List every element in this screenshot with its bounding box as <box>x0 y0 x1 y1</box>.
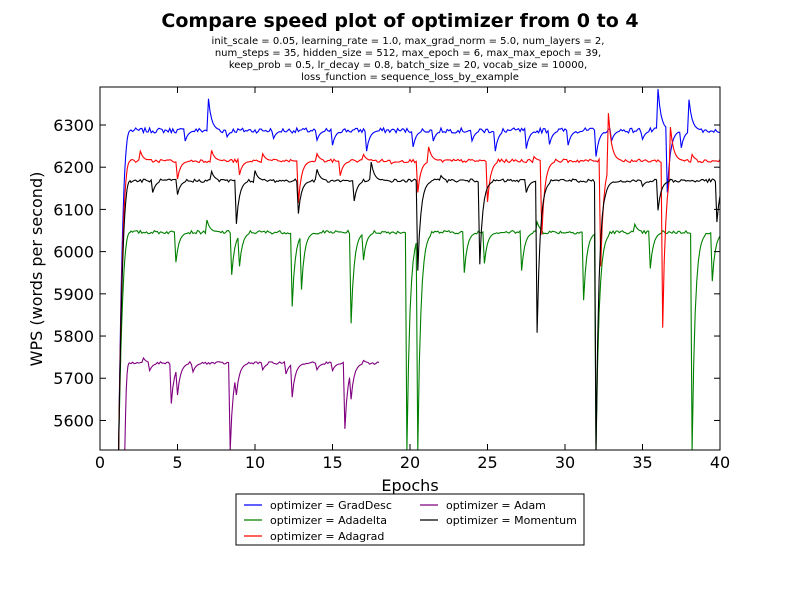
legend-label: optimizer = Momentum <box>446 514 577 527</box>
chart-subtitle-line-2: num_steps = 35, hidden_size = 512, max_e… <box>215 48 601 59</box>
y-tick-label: 5600 <box>53 411 94 430</box>
x-tick-label: 20 <box>400 453 420 472</box>
plot-frame <box>99 86 721 451</box>
y-tick-label: 5900 <box>53 285 94 304</box>
x-tick-label: 40 <box>710 453 730 472</box>
chart-subtitle-line-4: loss_function = sequence_loss_by_example <box>301 72 519 83</box>
x-tick-label: 25 <box>477 453 497 472</box>
tick-layer: 0 5 10 15 20 25 30 35 40 5600 5700 5800 5900 6000 6100… <box>53 87 730 472</box>
series-line-0 <box>118 89 720 450</box>
y-tick-label: 6200 <box>53 158 94 177</box>
chart-subtitle-line-3: keep_prob = 0.5, lr_decay = 0.8, batch_s… <box>229 60 587 71</box>
y-tick-label: 5800 <box>53 327 94 346</box>
legend-label: optimizer = Adagrad <box>270 530 384 543</box>
y-tick-label: 6300 <box>53 116 94 135</box>
x-tick-label: 0 <box>95 453 105 472</box>
x-tick-label: 30 <box>555 453 575 472</box>
y-tick-label: 6000 <box>53 243 94 262</box>
series-line-1 <box>118 219 720 450</box>
x-axis-label: Epochs <box>381 476 438 495</box>
x-tick-label: 15 <box>322 453 342 472</box>
series-line-4 <box>118 161 720 450</box>
series-line-2 <box>118 113 720 450</box>
x-tick-label: 35 <box>632 453 652 472</box>
legend-label: optimizer = GradDesc <box>270 499 392 512</box>
series-line-3 <box>124 356 380 450</box>
legend-label: optimizer = Adam <box>446 499 546 512</box>
y-axis-label: WPS (words per second) <box>27 172 46 367</box>
legend-label: optimizer = Adadelta <box>270 514 387 527</box>
legend-frame <box>235 493 585 546</box>
x-tick-label: 5 <box>172 453 182 472</box>
legend: optimizer = GradDesc optimizer = Adadelta… <box>235 493 585 546</box>
x-tick-label: 10 <box>245 453 265 472</box>
chart-title: Compare speed plot of optimizer from 0 t… <box>161 10 638 32</box>
series-layer <box>118 89 720 450</box>
y-tick-label: 5700 <box>53 369 94 388</box>
y-tick-label: 6100 <box>53 200 94 219</box>
chart-subtitle-line-1: init_scale = 0.05, learning_rate = 1.0, … <box>212 36 605 47</box>
